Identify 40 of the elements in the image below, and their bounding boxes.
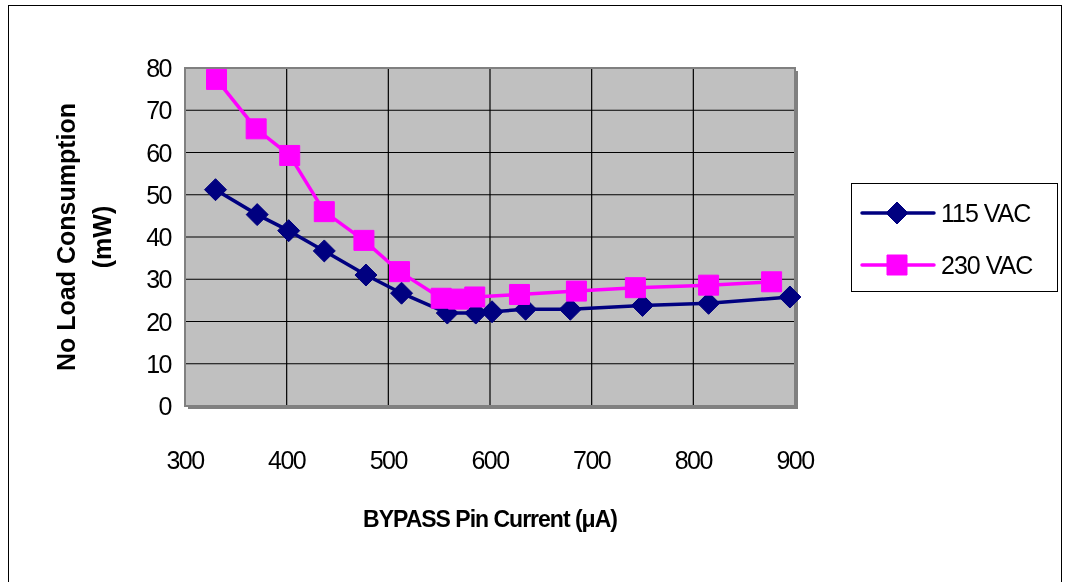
y-tick-label: 80 — [146, 54, 172, 82]
point — [245, 118, 267, 140]
point — [206, 68, 228, 90]
point — [279, 144, 301, 166]
point — [277, 219, 301, 243]
x-axis-title: BYPASS Pin Current (μA) — [363, 506, 618, 532]
point — [698, 274, 720, 296]
y-tick-label: 50 — [146, 180, 172, 209]
point — [204, 178, 227, 202]
x-tick-label: 600 — [471, 446, 510, 474]
y-tick-label: 70 — [146, 96, 172, 125]
point — [565, 280, 587, 302]
x-tick-label: 500 — [369, 446, 408, 474]
y-axis-title: No Load Consumption (mW) — [52, 102, 116, 372]
point — [464, 286, 486, 308]
point — [480, 300, 504, 324]
legend-label: 115 VAC — [941, 199, 1032, 227]
point — [761, 271, 783, 293]
y-tick-label: 20 — [146, 307, 172, 336]
y-tick-label: 30 — [146, 265, 172, 294]
legend-label: 230 VAC — [941, 251, 1034, 279]
x-tick-label: 300 — [166, 446, 205, 474]
x-tick-label: 800 — [674, 446, 713, 474]
y-tick-label: 40 — [146, 223, 172, 251]
y-tick-label: 10 — [146, 349, 172, 378]
x-tick-label: 400 — [268, 446, 306, 474]
y-tick-label: 0 — [158, 392, 172, 420]
x-tick-label: 700 — [573, 446, 611, 474]
point — [312, 239, 336, 263]
point — [778, 285, 802, 309]
point — [508, 283, 530, 305]
point — [313, 201, 335, 223]
point — [389, 261, 411, 283]
y-tick-label: 60 — [146, 138, 172, 167]
point — [245, 203, 269, 227]
point — [354, 263, 378, 287]
point — [624, 277, 646, 299]
point — [390, 281, 414, 305]
point — [353, 229, 375, 251]
x-tick-label: 900 — [776, 446, 815, 474]
